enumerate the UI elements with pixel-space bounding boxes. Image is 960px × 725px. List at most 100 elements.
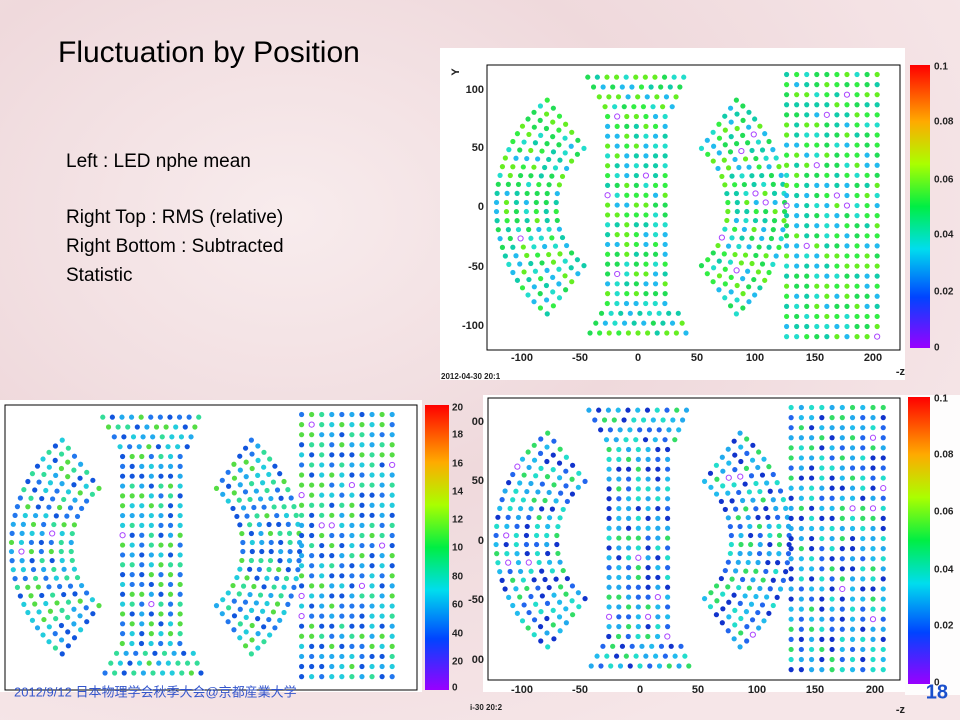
slide-title: Fluctuation by Position <box>58 36 360 69</box>
detector-dot <box>788 576 794 582</box>
detector-dot <box>834 223 840 229</box>
colorbar-label: 0.06 <box>934 175 954 186</box>
detector-dot <box>652 143 659 149</box>
detector-dot <box>359 613 365 619</box>
detector-dot <box>526 181 532 188</box>
detector-dot <box>369 593 375 599</box>
detector-dot <box>563 287 569 293</box>
detector-dot <box>544 311 550 317</box>
detector-dot <box>652 202 659 208</box>
detector-dot <box>319 542 325 549</box>
detector-dot <box>255 472 261 478</box>
detector-dot <box>379 613 385 619</box>
detector-dot <box>870 646 876 653</box>
detector-dot <box>819 465 825 471</box>
detector-dot <box>764 594 770 600</box>
detector-dot <box>860 515 866 522</box>
detector-dot <box>804 283 810 289</box>
detector-dot <box>798 566 804 572</box>
detector-dot <box>14 504 21 510</box>
detector-dot <box>656 427 662 433</box>
detector-dot <box>329 462 335 468</box>
detector-dot <box>379 663 385 670</box>
detector-dot <box>844 253 850 259</box>
detector-dot <box>125 424 131 430</box>
detector-dot <box>824 283 830 289</box>
detector-dot <box>563 483 569 489</box>
detector-dot <box>794 263 800 269</box>
detector-dot <box>645 505 651 512</box>
detector-dot <box>9 558 15 564</box>
detector-dot <box>283 575 290 582</box>
detector-dot <box>139 572 145 578</box>
detector-dot <box>278 593 284 599</box>
detector-dot <box>713 491 720 497</box>
detector-dot <box>608 310 614 316</box>
detector-dot <box>379 674 385 680</box>
detector-dot <box>655 476 661 482</box>
detector-dot <box>165 660 171 666</box>
detector-dot <box>614 133 620 139</box>
detector-dot <box>788 475 794 481</box>
detector-dot <box>625 614 632 620</box>
detector-dot <box>520 577 526 583</box>
detector-dot <box>339 411 345 418</box>
detector-dot <box>746 164 752 170</box>
detector-dot <box>849 626 856 632</box>
detector-dot <box>59 481 65 487</box>
detector-dot <box>533 532 540 539</box>
detector-dot <box>121 670 127 676</box>
detector-dot <box>804 293 810 299</box>
detector-dot <box>184 444 190 450</box>
detector-dot <box>563 242 570 249</box>
detector-dot <box>645 456 651 462</box>
detector-dot <box>319 573 325 579</box>
detector-dot <box>665 555 671 561</box>
detector-dot <box>349 532 355 539</box>
y-tick-label: 100 <box>466 84 484 96</box>
detector-dot <box>291 504 297 510</box>
detector-dot <box>783 233 790 239</box>
detector-dot <box>513 541 519 548</box>
detector-dot <box>860 596 866 602</box>
detector-dot <box>29 530 35 536</box>
detector-dot <box>264 600 270 607</box>
detector-dot <box>755 139 762 145</box>
detector-dot <box>319 532 325 539</box>
detector-dot <box>268 548 274 555</box>
detector-dot <box>359 573 365 579</box>
detector-dot <box>783 303 790 309</box>
detector-dot <box>574 257 581 263</box>
detector-dot <box>770 602 776 609</box>
detector-dot <box>870 656 876 663</box>
detector-dot <box>285 601 291 607</box>
detector-dot <box>839 515 845 522</box>
detector-dot <box>633 143 639 149</box>
detector-dot <box>119 463 126 469</box>
detector-dot <box>52 631 58 637</box>
description-line: Statistic <box>66 265 133 286</box>
detector-dot <box>117 660 123 666</box>
detector-dot <box>664 633 671 640</box>
detector-dot <box>119 631 126 637</box>
detector-dot <box>247 496 253 503</box>
detector-dot <box>680 417 686 423</box>
detector-dot <box>146 660 152 666</box>
y-tick-label: -50 <box>468 594 484 606</box>
detector-dot <box>860 576 866 582</box>
detector-dot <box>29 471 36 477</box>
detector-dot <box>655 525 661 531</box>
detector-dot <box>843 202 851 209</box>
detector-dot <box>615 94 622 100</box>
detector-dot <box>849 546 856 552</box>
detector-dot <box>746 299 752 305</box>
detector-dot <box>237 482 243 488</box>
detector-dot <box>148 473 154 479</box>
detector-dot <box>864 82 870 88</box>
detector-dot <box>738 458 744 465</box>
detector-dot <box>22 512 28 519</box>
detector-dot <box>753 593 759 600</box>
detector-dot <box>253 488 259 494</box>
detector-dot <box>349 573 355 579</box>
detector-dot <box>788 404 794 411</box>
